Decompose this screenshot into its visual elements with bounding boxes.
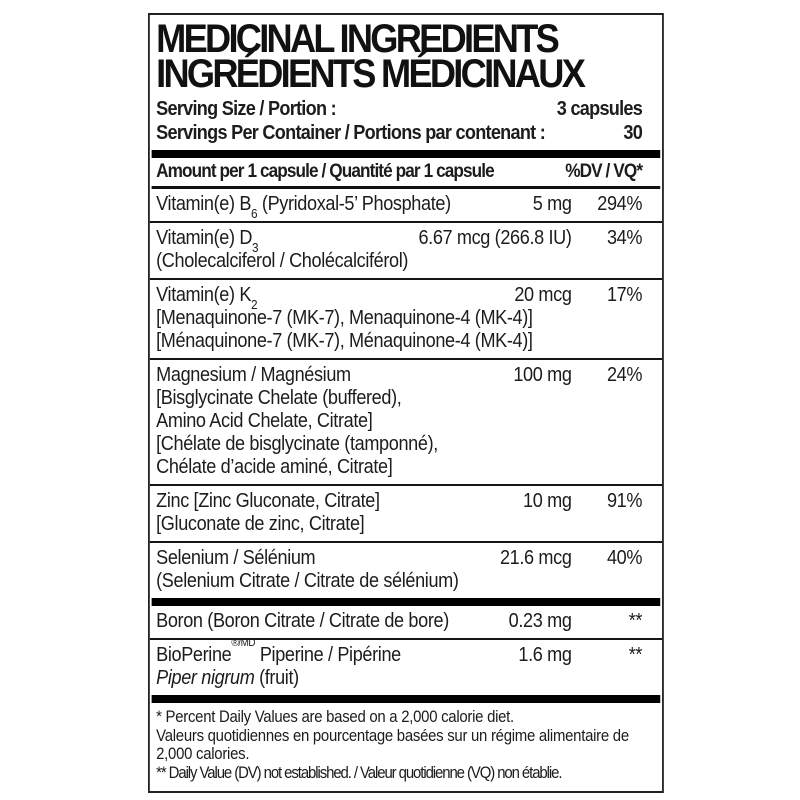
botanical-part: (fruit): [254, 667, 299, 689]
ingredient-name: Vitamin(e) D3: [156, 227, 259, 255]
serving-size-row: Serving Size / Portion : 3 capsules: [150, 97, 662, 121]
panel-title-fr: INGRÉDIENTS MÉDICINAUX: [156, 52, 586, 96]
ingredient-detail: [Bisglycinate Chelate (buffered),: [156, 387, 402, 409]
ingredient-dv: 34%: [606, 227, 643, 249]
ingredient-main-line: Selenium / Sélénium 21.6 mcg 40%: [156, 547, 642, 570]
ingredient-group-no-dv: Boron (Boron Citrate / Citrate de bore) …: [149, 606, 663, 695]
ingredient-row-zinc: Zinc [Zinc Gluconate, Citrate] 10 mg 91%…: [149, 484, 663, 541]
footnote-not-established: ** Daily Value (DV) not established. / V…: [156, 763, 562, 782]
divider-thick-top: [151, 150, 661, 158]
ingredient-dv: **: [628, 644, 643, 666]
ingredient-detail: (Cholecalciferol / Cholécalciférol): [156, 250, 409, 272]
servings-per-container-row: Servings Per Container / Portions par co…: [150, 121, 662, 145]
ingredient-main-line: Boron (Boron Citrate / Citrate de bore) …: [156, 610, 642, 633]
ingredient-amount: 10 mg: [523, 490, 572, 512]
serving-size-label: Serving Size / Portion :: [156, 98, 336, 120]
serving-info: Serving Size / Portion : 3 capsules Serv…: [150, 97, 662, 145]
chemical-subscript: 2: [251, 297, 258, 312]
ingredient-detail: [Menaquinone-7 (MK-7), Menaquinone-4 (MK…: [156, 307, 533, 329]
ingredient-dv: 24%: [606, 364, 643, 386]
trademark-superscript: ®/MD: [231, 637, 256, 650]
ingredient-main-line: Vitamin(e) K2 20 mcg 17%: [156, 284, 643, 312]
divider-thick-bottom: [151, 695, 661, 703]
serving-size-value: 3 capsules: [556, 98, 643, 120]
footnote-dv-en: * Percent Daily Values are based on a 2,…: [156, 708, 514, 726]
ingredient-name: BioPerine®/MD Piperine / Pipérine: [156, 637, 401, 666]
ingredient-row-boron: Boron (Boron Citrate / Citrate de bore) …: [150, 606, 662, 638]
botanical-name: Piper nigrum: [156, 667, 255, 689]
amount-column-header: Amount per 1 capsule / Quantité par 1 ca…: [156, 161, 495, 182]
ingredient-row-vitamin-k2: Vitamin(e) K2 20 mcg 17% [Menaquinone-7 …: [149, 278, 663, 358]
ingredient-amount: 5 mg: [532, 193, 572, 215]
ingredient-main-line: Zinc [Zinc Gluconate, Citrate] 10 mg 91%: [156, 490, 642, 513]
ingredient-detail: Chélate d’acide aminé, Citrate]: [156, 456, 393, 478]
ingredient-detail: (Selenium Citrate / Citrate de sélénium): [156, 570, 459, 592]
ingredient-row-vitamin-b6: Vitamin(e) B6 (Pyridoxal-5’ Phosphate) 5…: [150, 189, 662, 221]
ingredient-detail: [Gluconate de zinc, Citrate]: [156, 513, 365, 535]
chemical-subscript: 3: [252, 240, 259, 255]
ingredient-main-line: Vitamin(e) D3 6.67 mcg (266.8 IU) 34%: [156, 227, 643, 255]
ingredient-amount: 0.23 mg: [508, 610, 572, 632]
ingredient-dv: 17%: [606, 284, 643, 306]
ingredient-main-line: BioPerine®/MD Piperine / Pipérine 1.6 mg…: [156, 637, 643, 667]
ingredient-row-bioperine: BioPerine®/MD Piperine / Pipérine 1.6 mg…: [149, 637, 663, 695]
ingredient-main-line: Magnesium / Magnésium 100 mg 24%: [156, 364, 642, 387]
ingredient-name: Vitamin(e) B6 (Pyridoxal-5’ Phosphate): [156, 193, 451, 221]
ingredient-detail: Amino Acid Chelate, Citrate]: [156, 410, 373, 432]
ingredient-row-vitamin-d3: Vitamin(e) D3 6.67 mcg (266.8 IU) 34% (C…: [149, 221, 663, 278]
ingredient-name: Zinc [Zinc Gluconate, Citrate]: [156, 490, 380, 512]
ingredient-amount: 21.6 mcg: [499, 547, 572, 569]
ingredient-group-main: Vitamin(e) B6 (Pyridoxal-5’ Phosphate) 5…: [149, 189, 663, 598]
panel-title-en: MEDICINAL INGREDIENTS: [156, 17, 560, 61]
ingredient-amount: 6.67 mcg (266.8 IU): [418, 227, 572, 249]
ingredient-detail: Piper nigrum (fruit): [156, 667, 642, 690]
facts-panel: MEDICINAL INGREDIENTS INGRÉDIENTS MÉDICI…: [148, 13, 664, 793]
ingredient-name: Vitamin(e) K2: [156, 284, 258, 312]
servings-per-container-value: 30: [623, 122, 643, 144]
ingredient-row-selenium: Selenium / Sélénium 21.6 mcg 40% (Seleni…: [149, 541, 663, 598]
ingredient-dv: **: [628, 610, 643, 632]
divider-thick-middle: [151, 598, 661, 606]
servings-per-container-label: Servings Per Container / Portions par co…: [156, 122, 546, 144]
title-block: MEDICINAL INGREDIENTS INGRÉDIENTS MÉDICI…: [150, 15, 662, 96]
ingredient-detail: [Ménaquinone-7 (MK-7), Ménaquinone-4 (MK…: [156, 330, 533, 352]
ingredient-name: Boron (Boron Citrate / Citrate de bore): [156, 610, 449, 632]
ingredient-amount: 20 mcg: [514, 284, 572, 306]
ingredient-dv: 91%: [606, 490, 643, 512]
ingredient-name: Magnesium / Magnésium: [156, 364, 351, 386]
footnote-dv-fr: Valeurs quotidiennes en pourcentage basé…: [156, 726, 629, 764]
ingredient-name: Selenium / Sélénium: [156, 547, 316, 569]
ingredient-dv: 40%: [606, 547, 643, 569]
footnotes: * Percent Daily Values are based on a 2,…: [150, 703, 662, 791]
ingredient-amount: 1.6 mg: [518, 644, 572, 666]
ingredient-detail: [Chélate de bisglycinate (tamponné),: [156, 433, 438, 455]
chemical-subscript: 6: [251, 206, 258, 221]
divider-under-header: [151, 186, 661, 189]
supplement-facts-label: MEDICINAL INGREDIENTS INGRÉDIENTS MÉDICI…: [148, 13, 718, 793]
ingredient-row-magnesium: Magnesium / Magnésium 100 mg 24% [Bisgly…: [149, 358, 663, 484]
ingredient-dv: 294%: [597, 193, 643, 215]
column-header-row: Amount per 1 capsule / Quantité par 1 ca…: [150, 158, 662, 186]
ingredient-amount: 100 mg: [513, 364, 572, 386]
ingredient-main-line: Vitamin(e) B6 (Pyridoxal-5’ Phosphate) 5…: [156, 193, 643, 221]
dv-column-header: %DV / VQ*: [565, 161, 643, 182]
